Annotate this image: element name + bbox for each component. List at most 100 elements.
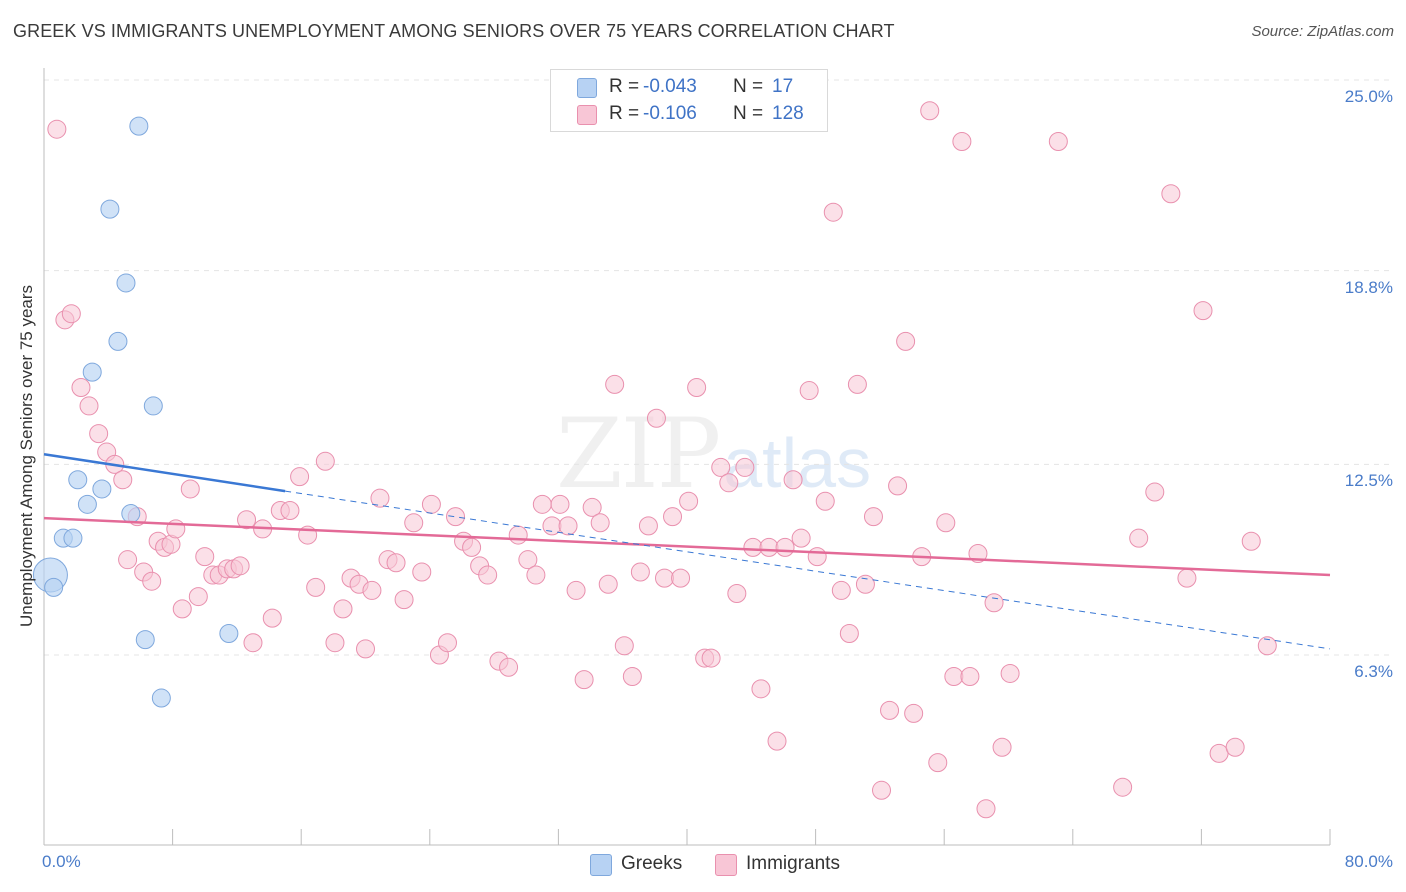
immigrants-point xyxy=(1225,737,1245,757)
immigrants-point xyxy=(920,101,940,121)
immigrants-point xyxy=(751,679,771,699)
immigrants-point xyxy=(679,491,699,511)
immigrants-point xyxy=(863,507,883,527)
immigrants-point xyxy=(582,497,602,517)
immigrants-point xyxy=(1193,301,1213,321)
greeks-point xyxy=(143,396,163,416)
y-tick-label: 25.0% xyxy=(1344,87,1393,106)
immigrants-point xyxy=(735,457,755,477)
immigrants-point xyxy=(1048,131,1068,151)
immigrants-point xyxy=(290,467,310,487)
immigrants-point xyxy=(478,565,498,585)
y-tick-label: 18.8% xyxy=(1344,277,1393,297)
series-swatch-immigrants xyxy=(715,854,737,876)
immigrants-point xyxy=(71,377,91,397)
immigrants-point xyxy=(394,590,414,610)
immigrants-point xyxy=(237,510,257,530)
immigrants-point xyxy=(663,507,683,527)
immigrants-point xyxy=(306,577,326,597)
greeks-point xyxy=(108,331,128,351)
immigrants-point xyxy=(356,639,375,659)
immigrants-point xyxy=(727,584,747,604)
immigrants-point xyxy=(815,491,835,511)
correlation-legend: R = -0.043 N = 17 R = -0.106 N = 128 xyxy=(550,69,828,132)
immigrants-point xyxy=(421,494,441,514)
immigrants-point xyxy=(550,494,570,514)
immigrants-point xyxy=(508,525,528,545)
immigrants-point xyxy=(47,119,67,139)
immigrants-point xyxy=(896,331,916,351)
immigrants-point xyxy=(566,580,586,600)
immigrants-point xyxy=(872,780,892,800)
source-credit: Source: ZipAtlas.com xyxy=(1251,23,1394,40)
immigrants-point xyxy=(188,587,208,607)
immigrants-point xyxy=(839,623,859,643)
immigrants-point xyxy=(437,633,457,653)
legend-swatch-greeks xyxy=(577,78,597,98)
immigrants-point xyxy=(904,703,924,723)
immigrants-point xyxy=(711,457,731,477)
immigrants-point xyxy=(880,700,900,720)
immigrants-point xyxy=(462,537,482,557)
immigrants-point xyxy=(807,547,827,567)
greeks-point xyxy=(68,470,88,490)
immigrants-point xyxy=(791,528,811,548)
immigrants-point xyxy=(362,580,382,600)
greeks-point xyxy=(116,273,136,293)
immigrants-point xyxy=(767,731,787,751)
legend-n-value-greeks: 17 xyxy=(772,76,794,97)
immigrants-point xyxy=(532,494,552,514)
immigrants-point xyxy=(404,513,424,533)
legend-n-label: N = xyxy=(733,103,764,124)
immigrants-point xyxy=(743,537,763,557)
legend-r-value-greeks: -0.043 xyxy=(643,76,697,97)
immigrants-point xyxy=(646,408,666,428)
immigrants-point xyxy=(968,544,988,564)
immigrants-point xyxy=(89,424,109,444)
immigrants-point xyxy=(180,479,200,499)
immigrants-point xyxy=(614,636,634,656)
legend-r-value-immigrants: -0.106 xyxy=(643,103,697,124)
immigrants-trend-line xyxy=(43,516,1331,577)
immigrants-point xyxy=(984,593,1004,613)
immigrants-point xyxy=(888,476,908,496)
immigrants-point xyxy=(195,547,215,567)
immigrants-point xyxy=(113,470,133,490)
immigrants-point xyxy=(1113,777,1133,797)
immigrants-point xyxy=(412,562,432,582)
immigrants-point xyxy=(61,304,81,324)
immigrants-point xyxy=(172,599,192,619)
immigrants-point xyxy=(118,550,138,570)
immigrants-point xyxy=(590,513,610,533)
immigrants-point xyxy=(630,562,650,582)
immigrants-point xyxy=(79,396,99,416)
immigrants-point xyxy=(1000,663,1020,683)
series-label-immigrants: Immigrants xyxy=(746,853,840,874)
immigrants-point xyxy=(831,580,851,600)
legend-n-label: N = xyxy=(733,76,764,97)
immigrants-point xyxy=(687,377,707,397)
immigrants-point xyxy=(1257,636,1277,656)
greeks-point xyxy=(129,116,149,136)
x-tick-label-min: 0.0% xyxy=(42,852,81,871)
immigrants-point xyxy=(325,633,345,653)
greeks-point xyxy=(219,623,239,643)
legend-row-immigrants: R = -0.106 N = 128 xyxy=(551,101,827,127)
immigrants-point xyxy=(315,451,335,471)
immigrants-point xyxy=(992,737,1012,757)
immigrants-point xyxy=(1209,743,1229,763)
immigrants-point xyxy=(142,571,162,591)
immigrants-point xyxy=(1177,568,1197,588)
series-label-greeks: Greeks xyxy=(621,853,683,874)
greeks-trend-line xyxy=(43,452,286,493)
immigrants-point xyxy=(671,568,691,588)
immigrants-point xyxy=(855,574,875,594)
chart-title: GREEK VS IMMIGRANTS UNEMPLOYMENT AMONG S… xyxy=(13,21,895,41)
legend-r-label: R = xyxy=(609,103,640,124)
immigrants-point xyxy=(558,516,578,536)
immigrants-point xyxy=(622,667,642,687)
immigrants-point xyxy=(574,670,594,690)
immigrants-point xyxy=(605,374,625,394)
